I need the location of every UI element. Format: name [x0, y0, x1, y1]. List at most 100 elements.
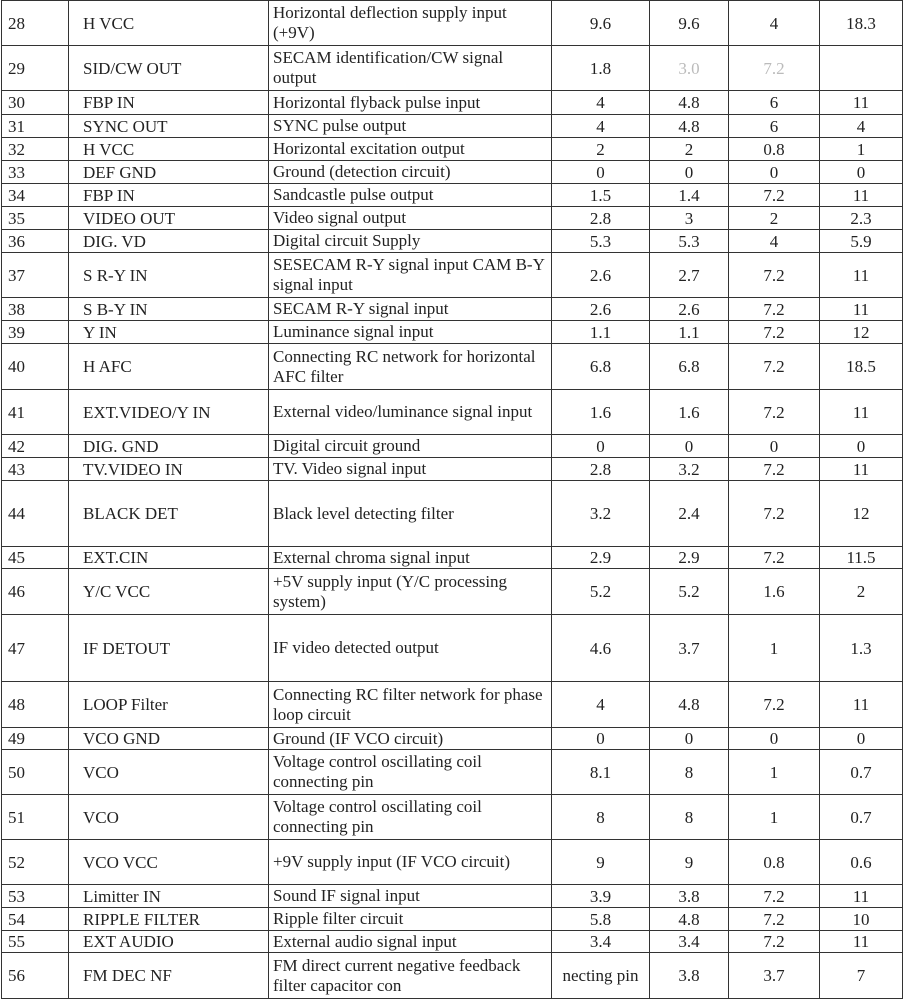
function-description-cell: Digital circuit Supply: [268, 229, 552, 253]
voltage-1-cell: 3.9: [551, 884, 650, 908]
voltage-1-cell: 1.5: [551, 183, 650, 207]
voltage-4-cell: 0: [819, 160, 903, 184]
voltage-1-cell: 5.2: [551, 568, 650, 615]
voltage-4-cell: 11: [819, 252, 903, 298]
pin-name-cell: H VCC: [68, 0, 269, 46]
voltage-1-cell: 6.8: [551, 343, 650, 390]
table-row: 46 Y/C VCC +5V supply input (Y/C processin…: [1, 568, 903, 615]
voltage-4-cell: 0.7: [819, 749, 903, 795]
pin-number-cell: 47: [1, 614, 69, 682]
voltage-2-cell: 4.8: [649, 90, 729, 115]
pin-number-cell: 33: [1, 160, 69, 184]
voltage-4-cell: 18.3: [819, 0, 903, 46]
function-description-cell: Horizontal excitation output: [268, 137, 552, 161]
function-description-cell: Digital circuit ground: [268, 434, 552, 458]
pin-number-cell: 38: [1, 297, 69, 321]
function-description-cell: SECAM R-Y signal input: [268, 297, 552, 321]
function-description-cell: External chroma signal input: [268, 546, 552, 569]
voltage-3-cell: 1.6: [728, 568, 820, 615]
table-row: 53 Limitter IN Sound IF signal input 3.9 3.8…: [1, 884, 903, 908]
voltage-2-cell: 3.8: [649, 952, 729, 999]
voltage-4-cell: [819, 45, 903, 91]
voltage-4-cell: 1: [819, 137, 903, 161]
voltage-3-cell: 4: [728, 229, 820, 253]
voltage-2-cell: 9.6: [649, 0, 729, 46]
function-description-cell: +5V supply input (Y/C processing system): [268, 568, 552, 615]
table-row: 39 Y IN Luminance signal input 1.1 1.1 7.2 12: [1, 320, 903, 344]
table-row: 54 RIPPLE FILTER Ripple filter circuit 5.8 4…: [1, 907, 903, 931]
table-row: 31 SYNC OUT SYNC pulse output 4 4.8 6 4: [1, 114, 903, 138]
voltage-3-cell: 3.7: [728, 952, 820, 999]
table-row: 30 FBP IN Horizontal flyback pulse input 4 4…: [1, 90, 903, 115]
table-row: 56 FM DEC NF FM direct current negative fe…: [1, 952, 903, 999]
table-row: 44 BLACK DET Black level detecting filter 3…: [1, 480, 903, 547]
table-row: 32 H VCC Horizontal excitation output 2 2 0.8…: [1, 137, 903, 161]
voltage-2-cell: 3.7: [649, 614, 729, 682]
table-row: 45 EXT.CIN External chroma signal input 2.9…: [1, 546, 903, 569]
table-row: 42 DIG. GND Digital circuit ground 0 0 0 0: [1, 434, 903, 458]
voltage-2-cell: 2.7: [649, 252, 729, 298]
voltage-4-cell: 2.3: [819, 206, 903, 230]
pin-name-cell: TV.VIDEO IN: [68, 457, 269, 481]
voltage-1-cell: 1.8: [551, 45, 650, 91]
voltage-2-cell: 5.3: [649, 229, 729, 253]
voltage-4-cell: 10: [819, 907, 903, 931]
pin-name-cell: SID/CW OUT: [68, 45, 269, 91]
function-description-cell: Ground (IF VCO circuit): [268, 727, 552, 750]
voltage-4-cell: 0.6: [819, 839, 903, 885]
voltage-2-cell: 4.8: [649, 681, 729, 728]
function-description-cell: FM direct current negative feedback filt…: [268, 952, 552, 999]
function-description-cell: External video/luminance signal input: [268, 389, 552, 435]
voltage-1-cell: 4: [551, 681, 650, 728]
pin-name-cell: H AFC: [68, 343, 269, 390]
pin-number-cell: 32: [1, 137, 69, 161]
pin-name-cell: VCO VCC: [68, 839, 269, 885]
function-description-cell: +9V supply input (IF VCO circuit): [268, 839, 552, 885]
pin-name-cell: VCO GND: [68, 727, 269, 750]
voltage-4-cell: 11: [819, 884, 903, 908]
voltage-4-cell: 11: [819, 297, 903, 321]
voltage-1-cell: 4: [551, 114, 650, 138]
pin-name-cell: DIG. VD: [68, 229, 269, 253]
voltage-3-cell: 7.2: [728, 480, 820, 547]
voltage-3-cell: 7.2: [728, 389, 820, 435]
function-description-cell: Connecting RC network for horizontal AFC…: [268, 343, 552, 390]
function-description-cell: SESECAM R-Y signal input CAM B-Y signal …: [268, 252, 552, 298]
voltage-1-cell: 2.9: [551, 546, 650, 569]
function-description-cell: TV. Video signal input: [268, 457, 552, 481]
function-description-cell: External audio signal input: [268, 930, 552, 953]
voltage-3-cell: 7.2: [728, 546, 820, 569]
voltage-3-cell: 7.2: [728, 183, 820, 207]
pin-number-cell: 55: [1, 930, 69, 953]
voltage-2-cell: 1.4: [649, 183, 729, 207]
table-row: 52 VCO VCC +9V supply input (IF VCO circui…: [1, 839, 903, 885]
voltage-2-cell: 6.8: [649, 343, 729, 390]
pin-name-cell: H VCC: [68, 137, 269, 161]
table-row: 41 EXT.VIDEO/Y IN External video/luminance…: [1, 389, 903, 435]
voltage-2-cell: 5.2: [649, 568, 729, 615]
pin-number-cell: 43: [1, 457, 69, 481]
table-row: 37 S R-Y IN SESECAM R-Y signal input CAM B…: [1, 252, 903, 298]
pin-number-cell: 31: [1, 114, 69, 138]
function-description-cell: Horizontal flyback pulse input: [268, 90, 552, 115]
function-description-cell: Ripple filter circuit: [268, 907, 552, 931]
voltage-2-cell: 9: [649, 839, 729, 885]
pin-number-cell: 44: [1, 480, 69, 547]
pin-number-cell: 53: [1, 884, 69, 908]
voltage-2-cell: 3.2: [649, 457, 729, 481]
voltage-1-cell: 4.6: [551, 614, 650, 682]
function-description-cell: Luminance signal input: [268, 320, 552, 344]
voltage-1-cell: 3.2: [551, 480, 650, 547]
voltage-2-cell: 3: [649, 206, 729, 230]
voltage-2-cell: 2.9: [649, 546, 729, 569]
table-row: 47 IF DETOUT IF video detected output 4.6 3.…: [1, 614, 903, 682]
pin-number-cell: 50: [1, 749, 69, 795]
voltage-4-cell: 11: [819, 183, 903, 207]
voltage-2-cell: 2.4: [649, 480, 729, 547]
voltage-4-cell: 4: [819, 114, 903, 138]
table-row: 28 H VCC Horizontal deflection supply inpu…: [1, 0, 903, 46]
pin-number-cell: 36: [1, 229, 69, 253]
voltage-3-cell: 7.2: [728, 343, 820, 390]
pin-number-cell: 28: [1, 0, 69, 46]
voltage-4-cell: 0: [819, 727, 903, 750]
